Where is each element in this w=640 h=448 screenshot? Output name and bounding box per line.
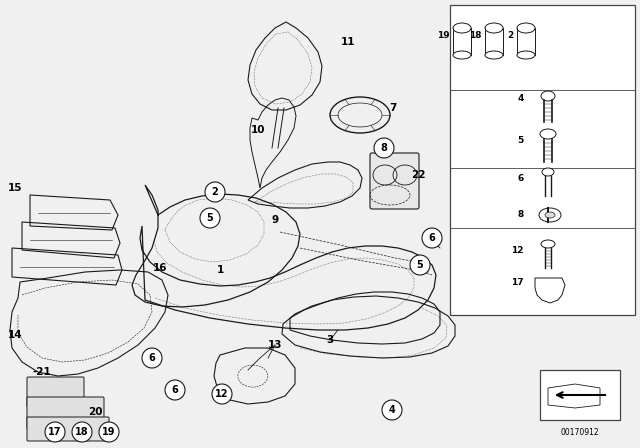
Circle shape bbox=[212, 384, 232, 404]
Text: 6: 6 bbox=[518, 173, 524, 182]
Text: 5: 5 bbox=[518, 135, 524, 145]
Text: 8: 8 bbox=[381, 143, 387, 153]
Circle shape bbox=[72, 422, 92, 442]
Text: 7: 7 bbox=[389, 103, 397, 113]
FancyBboxPatch shape bbox=[540, 370, 620, 420]
Ellipse shape bbox=[542, 168, 554, 176]
Text: 18: 18 bbox=[470, 30, 482, 39]
Ellipse shape bbox=[545, 212, 555, 218]
Circle shape bbox=[142, 348, 162, 368]
Ellipse shape bbox=[541, 91, 555, 101]
Text: 4: 4 bbox=[388, 405, 396, 415]
Text: 3: 3 bbox=[326, 335, 333, 345]
Text: 12: 12 bbox=[511, 246, 524, 254]
FancyBboxPatch shape bbox=[27, 377, 84, 407]
Text: 12: 12 bbox=[215, 389, 228, 399]
Text: 6: 6 bbox=[429, 233, 435, 243]
Circle shape bbox=[422, 228, 442, 248]
Text: 2: 2 bbox=[508, 30, 514, 39]
Ellipse shape bbox=[540, 129, 556, 139]
Text: 6: 6 bbox=[172, 385, 179, 395]
Circle shape bbox=[99, 422, 119, 442]
FancyBboxPatch shape bbox=[27, 417, 109, 441]
Circle shape bbox=[374, 138, 394, 158]
Text: 15: 15 bbox=[8, 183, 22, 193]
Ellipse shape bbox=[485, 23, 503, 33]
Ellipse shape bbox=[539, 208, 561, 222]
Text: 19: 19 bbox=[102, 427, 116, 437]
Circle shape bbox=[410, 255, 430, 275]
Text: 18: 18 bbox=[75, 427, 89, 437]
Text: 17: 17 bbox=[511, 277, 524, 287]
Circle shape bbox=[165, 380, 185, 400]
Text: -21: -21 bbox=[33, 367, 51, 377]
Text: 6: 6 bbox=[148, 353, 156, 363]
Ellipse shape bbox=[453, 51, 471, 59]
Ellipse shape bbox=[453, 23, 471, 33]
Text: 16: 16 bbox=[153, 263, 167, 273]
Text: 2: 2 bbox=[212, 187, 218, 197]
Text: 13: 13 bbox=[268, 340, 282, 350]
Text: 22: 22 bbox=[411, 170, 425, 180]
Ellipse shape bbox=[541, 240, 555, 248]
Text: 8: 8 bbox=[518, 210, 524, 219]
Text: 5: 5 bbox=[207, 213, 213, 223]
Circle shape bbox=[382, 400, 402, 420]
Text: 14: 14 bbox=[8, 330, 22, 340]
Text: 11: 11 bbox=[340, 37, 355, 47]
FancyBboxPatch shape bbox=[450, 5, 635, 315]
Text: 1: 1 bbox=[216, 265, 223, 275]
FancyBboxPatch shape bbox=[27, 397, 104, 429]
Text: 17: 17 bbox=[48, 427, 61, 437]
Ellipse shape bbox=[517, 51, 535, 59]
Text: 4: 4 bbox=[518, 94, 524, 103]
Ellipse shape bbox=[517, 23, 535, 33]
Ellipse shape bbox=[485, 51, 503, 59]
Circle shape bbox=[205, 182, 225, 202]
Text: 5: 5 bbox=[417, 260, 424, 270]
Circle shape bbox=[45, 422, 65, 442]
Text: 9: 9 bbox=[271, 215, 278, 225]
Circle shape bbox=[200, 208, 220, 228]
Text: 19: 19 bbox=[437, 30, 450, 39]
FancyBboxPatch shape bbox=[370, 153, 419, 209]
Text: 00170912: 00170912 bbox=[561, 428, 599, 437]
Text: 20: 20 bbox=[88, 407, 102, 417]
Text: 10: 10 bbox=[251, 125, 265, 135]
